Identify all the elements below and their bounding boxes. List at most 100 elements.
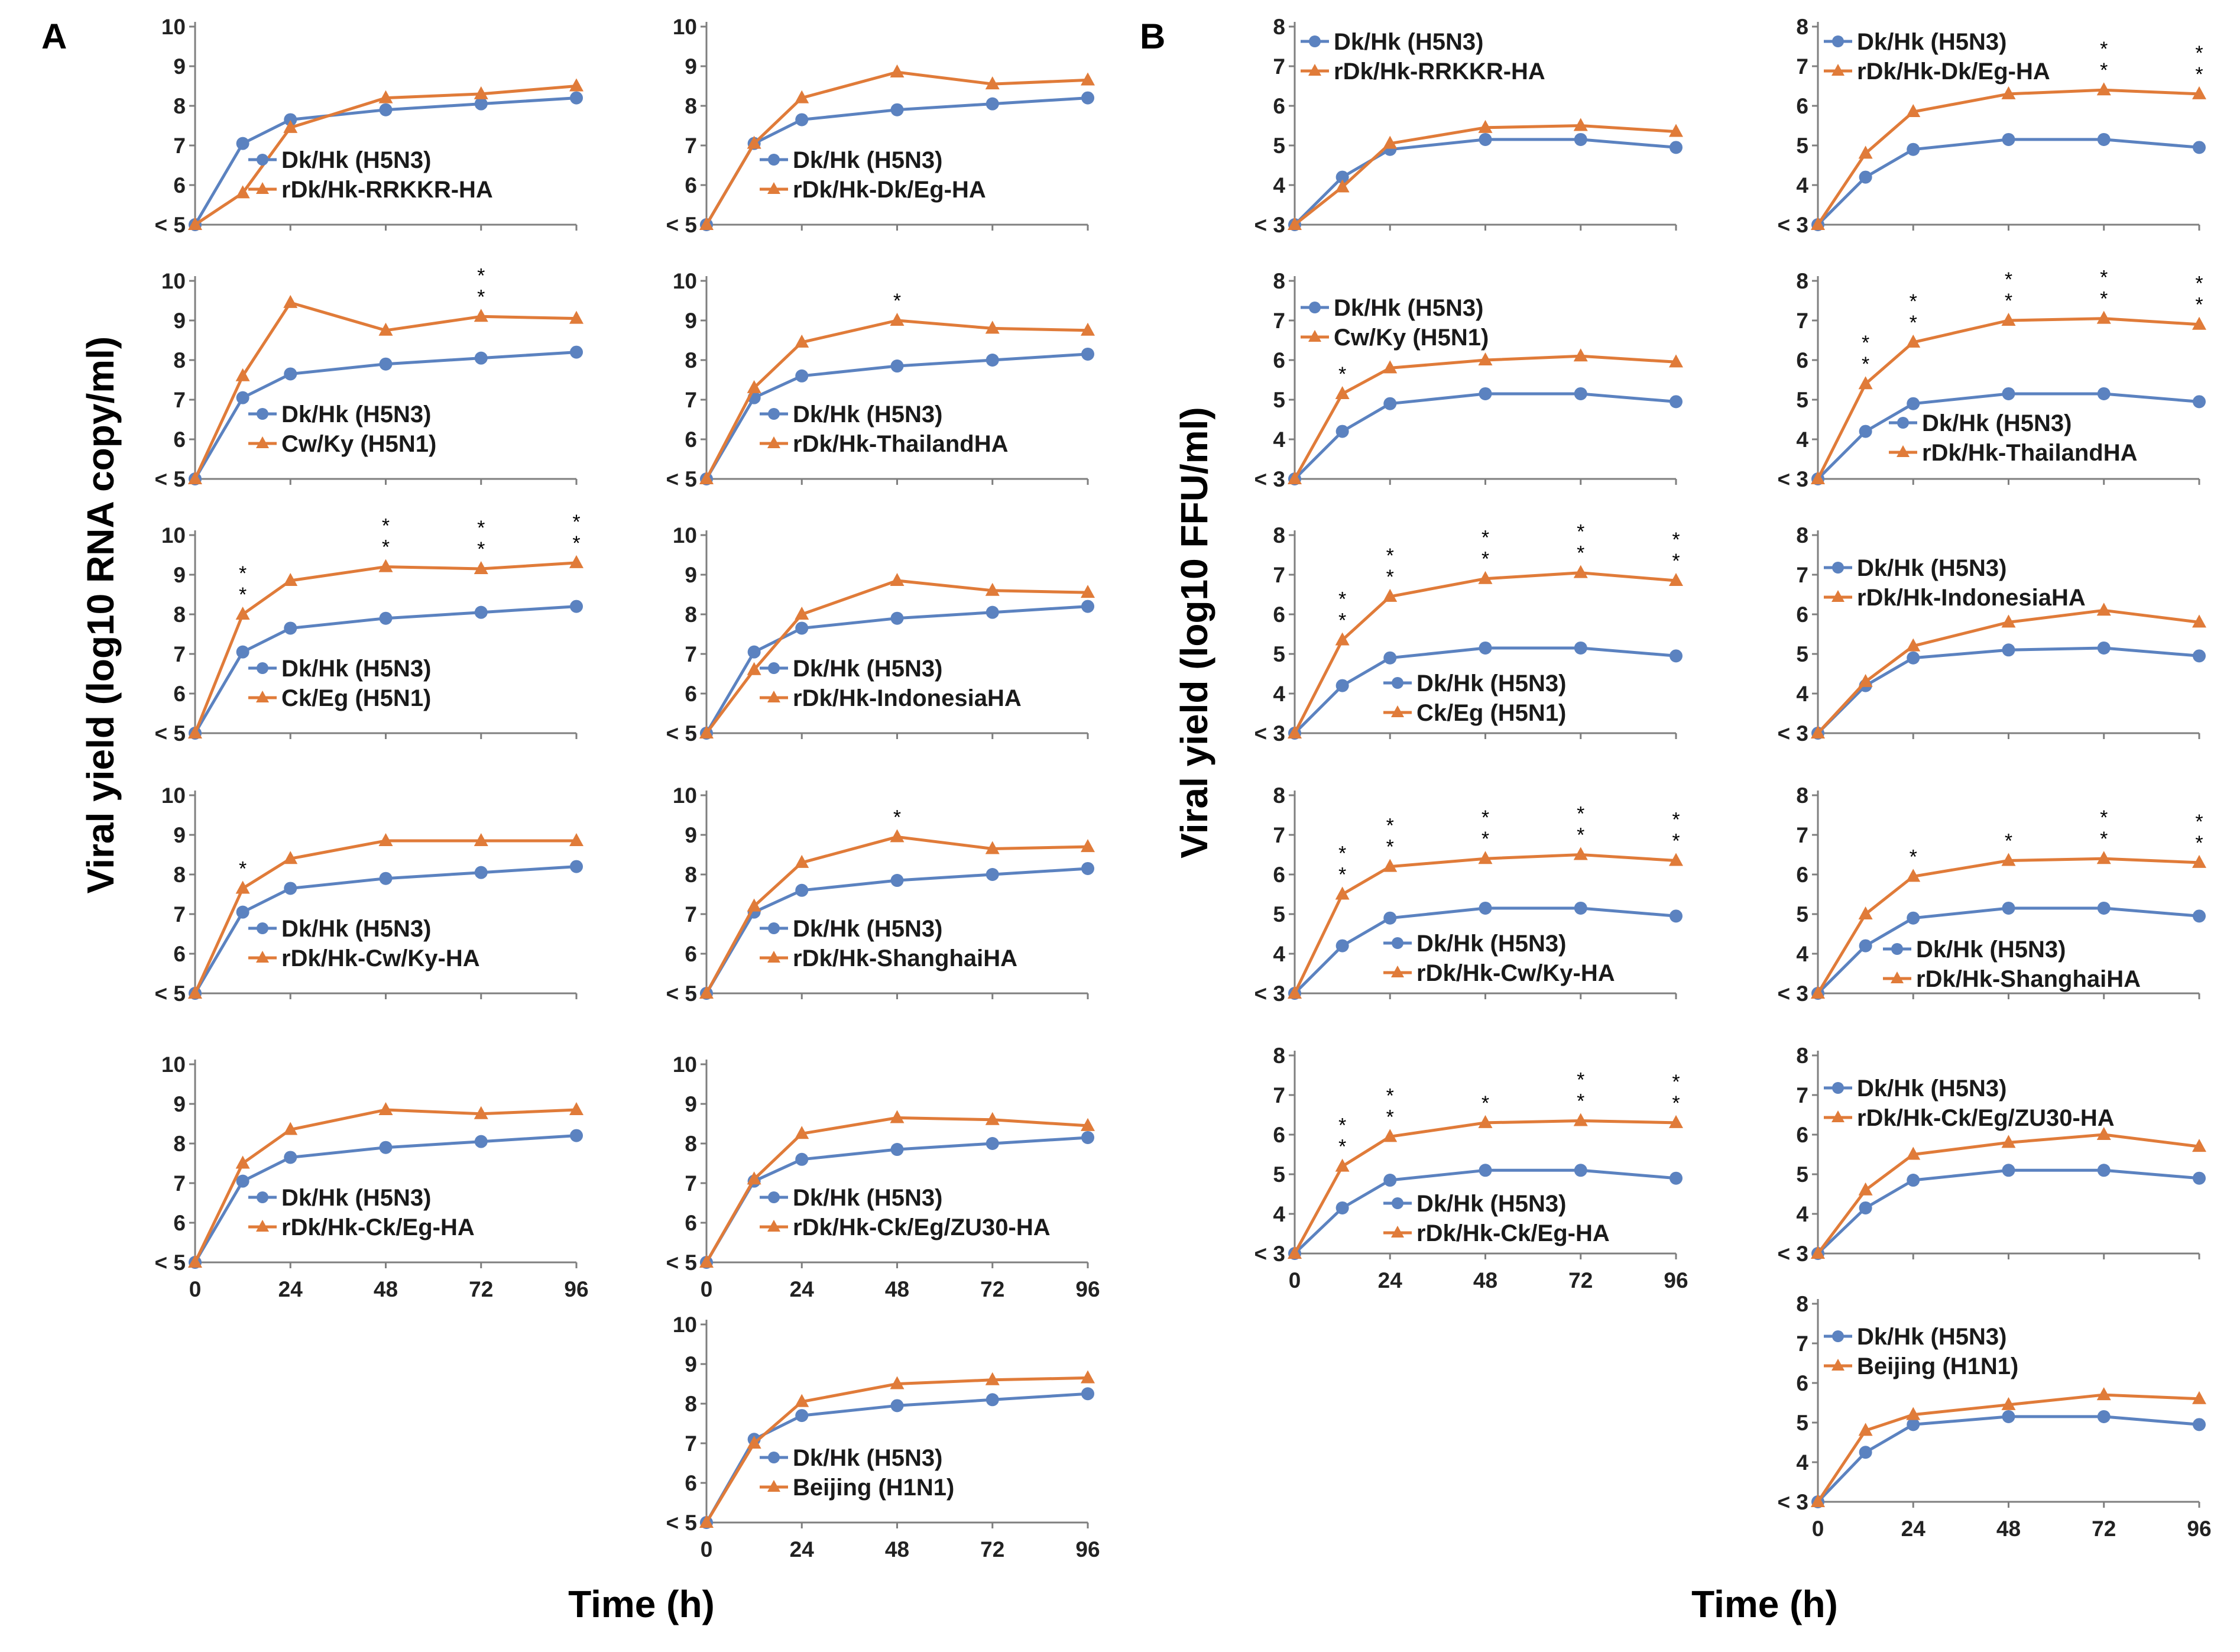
- data-point-test: [2096, 310, 2111, 324]
- x-tick-label: 0: [1812, 1517, 1824, 1541]
- chart-grid: < 5 6 7 8 9 10 Dk/Hk (H5N3) rDk/Hk-RRKKR-HA < 5 6…: [155, 15, 2212, 1562]
- legend-marker-test: [1391, 966, 1404, 977]
- y-tick-label: 7: [1796, 1332, 1808, 1356]
- data-point-test: [283, 119, 298, 133]
- y-tick-label: 4: [1273, 682, 1285, 706]
- data-point-test: [1081, 1117, 1095, 1131]
- data-point-reference: [795, 113, 809, 127]
- data-point-test: [283, 294, 298, 308]
- data-point-reference: [2097, 901, 2111, 915]
- data-point-test: [985, 76, 1000, 90]
- line-chart-14: < 3 4 5 6 7 8 * Dk/Hk (H5N3) Cw/Ky (H5N1): [1254, 269, 1683, 491]
- significance-asterisk: *: [2100, 806, 2108, 829]
- data-point-test: [188, 1255, 202, 1268]
- data-point-test: [474, 833, 488, 847]
- significance-asterisk: *: [1577, 803, 1584, 825]
- y-tick-label: 8: [685, 603, 697, 627]
- legend-label: rDk/Hk-RRKKR-HA: [281, 177, 493, 203]
- data-point-reference: [1859, 1201, 1872, 1214]
- data-point-test: [2096, 1127, 2111, 1140]
- data-point-reference: [379, 1141, 393, 1154]
- data-point-reference: [570, 1129, 583, 1142]
- data-point-reference: [236, 137, 249, 150]
- data-point-test: [890, 1110, 905, 1123]
- data-point-test: [1383, 360, 1398, 374]
- data-point-reference: [2002, 1164, 2015, 1177]
- data-point-reference: [1574, 387, 1587, 400]
- panel-b-letter: B: [1140, 17, 1165, 56]
- data-point-test: [1669, 124, 1683, 137]
- legend-label: rDk/Hk-Ck/Eg-HA: [281, 1214, 475, 1240]
- data-point-test: [2096, 82, 2111, 96]
- data-point-reference: [1859, 170, 1872, 184]
- legend-marker-reference: [768, 154, 780, 166]
- data-point-test: [1335, 886, 1350, 900]
- data-point-reference: [474, 1135, 488, 1148]
- data-point-reference: [284, 1151, 297, 1164]
- legend-label: rDk/Hk-ShanghaiHA: [1916, 966, 2141, 992]
- line-chart-8: < 5 6 7 8 9 10 * Dk/Hk (H5N3) rDk/Hk-ShanghaiHA: [666, 783, 1095, 1006]
- data-point-reference: [890, 611, 904, 625]
- y-tick-label: 9: [685, 1352, 697, 1376]
- data-point-reference: [1907, 911, 1920, 925]
- x-tick-label: 24: [790, 1277, 815, 1301]
- significance-asterisk: *: [1672, 529, 1680, 551]
- data-point-test: [747, 662, 761, 675]
- data-point-test: [747, 380, 761, 393]
- y-tick-label: 4: [1273, 942, 1285, 966]
- y-tick-label: 7: [685, 134, 697, 158]
- y-tick-label: < 5: [666, 213, 697, 237]
- data-point-reference: [1081, 1131, 1094, 1144]
- line-chart-17: < 3 4 5 6 7 8 Dk/Hk (H5N3) rDk/Hk-IndonesiaHA: [1778, 523, 2206, 746]
- series-line-reference: [1294, 906, 1677, 995]
- data-point-reference: [1574, 1164, 1587, 1177]
- significance-asterisk: *: [1338, 843, 1346, 865]
- data-point-test: [1573, 847, 1588, 860]
- significance-asterisk: *: [1338, 864, 1346, 886]
- data-point-reference: [1383, 651, 1397, 665]
- x-tick-label: 48: [885, 1277, 909, 1301]
- series-line-test: [705, 579, 1088, 734]
- significance-asterisk: *: [477, 517, 485, 539]
- y-tick-label: 10: [673, 15, 697, 39]
- legend-marker-test: [1391, 1226, 1404, 1238]
- data-point-test: [1573, 348, 1588, 362]
- series-line-test: [193, 1108, 577, 1264]
- legend-label: Dk/Hk (H5N3): [281, 656, 431, 682]
- significance-asterisk: *: [1577, 542, 1584, 565]
- y-tick-label: 9: [685, 54, 697, 79]
- line-chart-3: < 5 6 7 8 9 10 ** Dk/Hk (H5N3) Cw/Ky (H5N1): [155, 264, 583, 491]
- data-point-test: [1811, 1246, 1825, 1259]
- legend-marker-reference: [1309, 302, 1321, 313]
- data-point-reference: [986, 1137, 999, 1150]
- data-point-reference: [986, 354, 999, 367]
- legend-marker-test: [1831, 1110, 1844, 1122]
- legend-marker-test: [767, 1220, 780, 1232]
- data-point-reference: [1670, 395, 1683, 409]
- significance-asterisk: *: [893, 806, 901, 828]
- data-point-reference: [570, 91, 583, 105]
- x-tick-label: 48: [1473, 1268, 1497, 1293]
- data-point-reference: [1859, 425, 1872, 438]
- legend-marker-test: [1831, 1359, 1844, 1371]
- data-point-test: [1669, 853, 1683, 866]
- data-point-test: [1858, 145, 1873, 159]
- legend-label: Dk/Hk (H5N3): [1416, 1191, 1566, 1217]
- data-point-test: [1573, 565, 1588, 578]
- y-tick-label: < 3: [1254, 1242, 1285, 1266]
- series-line-test: [705, 319, 1088, 480]
- y-tick-label: 6: [1796, 863, 1808, 887]
- significance-asterisk: *: [477, 286, 485, 308]
- significance-asterisk: *: [1910, 290, 1917, 313]
- y-tick-label: 6: [1796, 1371, 1808, 1395]
- significance-asterisk: *: [1482, 527, 1489, 549]
- significance-asterisk: *: [2100, 267, 2108, 289]
- significance-asterisk: *: [1910, 312, 1917, 334]
- series-line-test: [1293, 571, 1677, 734]
- line-chart-10: < 5 6 7 8 9 10 0 24 48 72 96 Dk/Hk (H5N3) rDk/Hk-Ck/…: [666, 1052, 1100, 1301]
- data-point-test: [2192, 86, 2206, 99]
- y-tick-label: 9: [173, 563, 186, 587]
- legend-label: rDk/Hk-Ck/Eg/ZU30-HA: [1857, 1105, 2115, 1131]
- data-point-reference: [284, 113, 297, 127]
- legend-label: rDk/Hk-ShanghaiHA: [793, 945, 1017, 971]
